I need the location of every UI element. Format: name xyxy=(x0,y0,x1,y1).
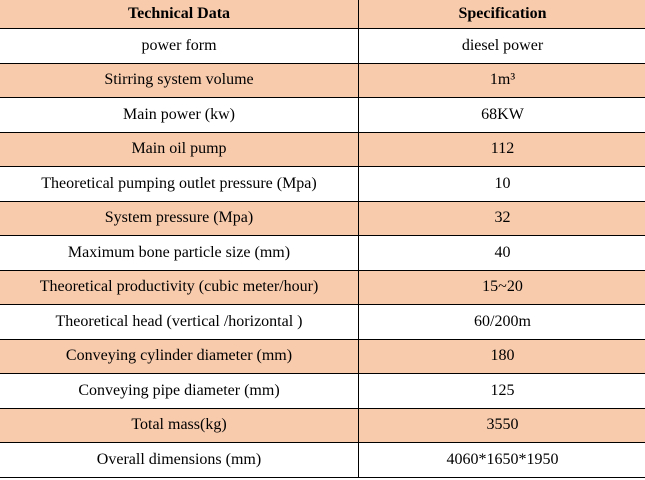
row-label: power form xyxy=(0,28,359,64)
row-value: 32 xyxy=(358,200,645,236)
table-row: Theoretical head (vertical /horizontal )… xyxy=(0,304,645,340)
row-label: Theoretical head (vertical /horizontal ) xyxy=(0,304,359,340)
table-row: Theoretical pumping outlet pressure (Mpa… xyxy=(0,166,645,202)
row-label: Main power (kw) xyxy=(0,97,359,133)
table-row: Conveying pipe diameter (mm) 125 xyxy=(0,373,645,409)
row-label: Conveying pipe diameter (mm) xyxy=(0,373,359,409)
row-label: Overall dimensions (mm) xyxy=(0,442,359,478)
row-value: 112 xyxy=(358,131,645,167)
row-value: 40 xyxy=(358,235,645,271)
row-value: 125 xyxy=(358,373,645,409)
row-value: 10 xyxy=(358,166,645,202)
row-value: 1m³ xyxy=(358,62,645,98)
row-value: 15~20 xyxy=(358,269,645,305)
table-row: System pressure (Mpa) 32 xyxy=(0,200,645,236)
table-row: Overall dimensions (mm) 4060*1650*1950 xyxy=(0,442,645,478)
table-row: Maximum bone particle size (mm) 40 xyxy=(0,235,645,271)
row-label: Maximum bone particle size (mm) xyxy=(0,235,359,271)
row-label: Total mass(kg) xyxy=(0,407,359,443)
table-row: Stirring system volume 1m³ xyxy=(0,62,645,98)
row-label: Main oil pump xyxy=(0,131,359,167)
row-label: Theoretical pumping outlet pressure (Mpa… xyxy=(0,166,359,202)
row-label: Theoretical productivity (cubic meter/ho… xyxy=(0,269,359,305)
table-row: Total mass(kg) 3550 xyxy=(0,407,645,443)
header-specification: Specification xyxy=(358,0,645,29)
table-row: Main oil pump 112 xyxy=(0,131,645,167)
row-value: 60/200m xyxy=(358,304,645,340)
row-label: System pressure (Mpa) xyxy=(0,200,359,236)
table-row: Main power (kw) 68KW xyxy=(0,97,645,133)
table-row: power form diesel power xyxy=(0,28,645,64)
table-row: Conveying cylinder diameter (mm) 180 xyxy=(0,338,645,374)
row-value: 68KW xyxy=(358,97,645,133)
table-header-row: Technical Data Specification xyxy=(0,0,645,29)
header-technical-data: Technical Data xyxy=(0,0,359,29)
row-value: 180 xyxy=(358,338,645,374)
row-value: 3550 xyxy=(358,407,645,443)
row-value: 4060*1650*1950 xyxy=(358,442,645,478)
row-label: Stirring system volume xyxy=(0,62,359,98)
row-label: Conveying cylinder diameter (mm) xyxy=(0,338,359,374)
row-value: diesel power xyxy=(358,28,645,64)
table-row: Theoretical productivity (cubic meter/ho… xyxy=(0,269,645,305)
